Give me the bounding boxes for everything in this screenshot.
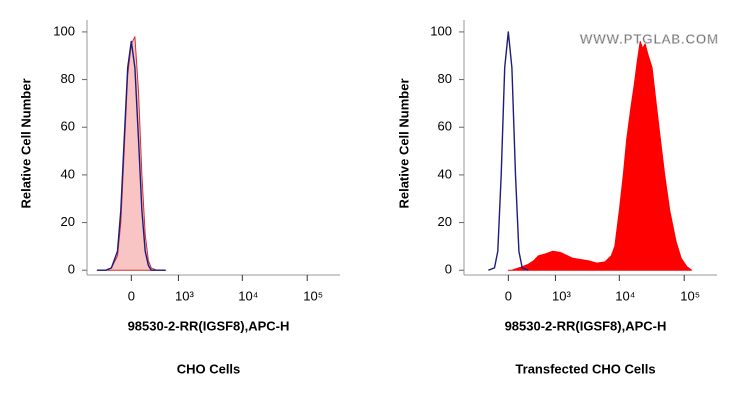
x-tick-label: 10⁵: [303, 288, 323, 303]
x-tick-label: 10⁵: [680, 288, 700, 303]
y-tick-label: 20: [61, 214, 75, 229]
y-tick-label: 100: [430, 23, 452, 38]
x-tick-label: 10⁴: [615, 288, 635, 303]
x-tick-label: 10³: [552, 288, 571, 303]
y-tick-label: 0: [68, 262, 75, 277]
x-tick-label: 0: [505, 288, 512, 303]
histogram-line: [97, 40, 166, 271]
y-axis-label: Relative Cell Number: [18, 78, 33, 208]
x-tick-label: 10³: [175, 288, 194, 303]
histogram-line: [488, 31, 529, 271]
histogram-area: [507, 40, 693, 271]
y-tick-label: 80: [438, 71, 452, 86]
x-axis-label: 98530-2-RR(IGSF8),APC-H: [505, 318, 667, 333]
caption: CHO Cells: [177, 361, 241, 376]
y-tick-label: 20: [438, 214, 452, 229]
y-tick-label: 40: [438, 166, 452, 181]
caption: Transfected CHO Cells: [515, 361, 655, 376]
x-axis-label: 98530-2-RR(IGSF8),APC-H: [128, 318, 290, 333]
histogram-area: [96, 36, 167, 271]
y-tick-label: 80: [61, 71, 75, 86]
y-tick-label: 60: [61, 119, 75, 134]
y-axis-label: Relative Cell Number: [396, 78, 411, 208]
y-tick-label: 0: [445, 262, 452, 277]
y-tick-label: 100: [53, 23, 75, 38]
watermark: WWW.PTGLAB.COM: [580, 31, 719, 46]
x-tick-label: 0: [128, 288, 135, 303]
x-tick-label: 10⁴: [238, 288, 258, 303]
y-tick-label: 40: [61, 166, 75, 181]
y-tick-label: 60: [438, 119, 452, 134]
